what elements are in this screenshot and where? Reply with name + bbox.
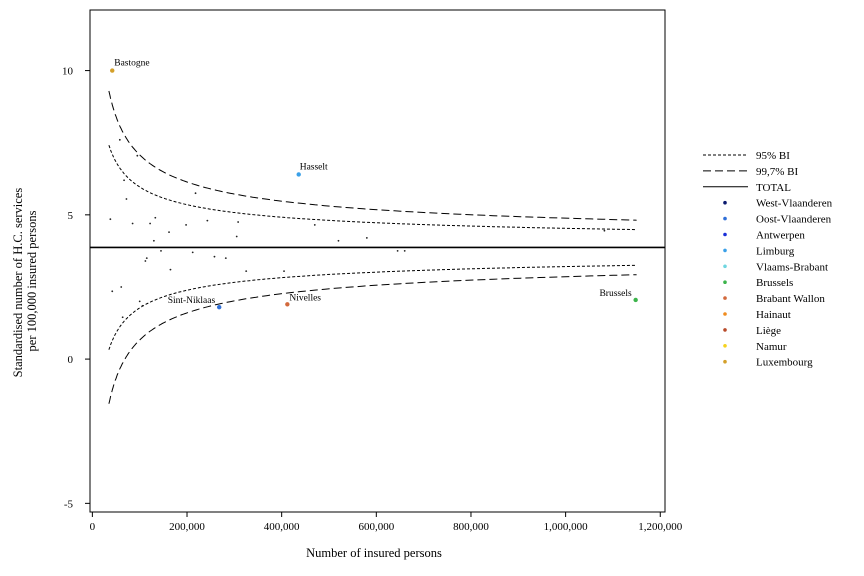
legend-label: Oost-Vlaanderen xyxy=(756,214,832,226)
data-point xyxy=(283,270,285,272)
data-point xyxy=(123,179,125,182)
legend-label: Brabant Wallon xyxy=(756,293,825,305)
data-points: Bastogne Hasselt Sint-Niklaas Nivelles Bruss… xyxy=(109,59,638,319)
x-tick-label: 600,000 xyxy=(358,521,394,533)
legend-label: Liège xyxy=(756,325,781,337)
x-tick-label: 1,000,000 xyxy=(544,521,589,533)
data-point xyxy=(120,286,123,288)
bi95-lower-line xyxy=(108,264,637,350)
y-axis: 10 5 0 -5 xyxy=(62,66,90,510)
data-point xyxy=(213,255,216,258)
data-point xyxy=(144,260,147,262)
point-label: Brussels xyxy=(599,289,632,299)
bi997-upper-line xyxy=(108,90,637,221)
point-label: Nivelles xyxy=(289,293,321,303)
x-axis: 0 200,000 400,000 600,000 800,000 1,000,000 1,… xyxy=(90,512,683,533)
labeled-point xyxy=(110,68,115,73)
legend-dot-swatch xyxy=(723,280,727,285)
data-point xyxy=(154,216,157,219)
data-point xyxy=(131,222,134,225)
data-point xyxy=(121,316,124,319)
x-tick-label: 200,000 xyxy=(169,521,205,533)
legend-dot-swatch xyxy=(723,248,727,253)
data-point xyxy=(111,290,114,293)
data-point xyxy=(138,300,141,303)
legend-dot-swatch xyxy=(723,264,727,269)
data-point xyxy=(313,224,316,226)
confidence-bands xyxy=(90,90,665,404)
labeled-point xyxy=(285,302,290,307)
legend-label: TOTAL xyxy=(756,182,791,194)
data-point xyxy=(125,198,128,200)
legend-label: Antwerpen xyxy=(756,230,805,242)
y-tick-label: 0 xyxy=(68,354,74,366)
legend-dot-swatch xyxy=(723,328,727,332)
x-tick-label: 0 xyxy=(90,521,96,533)
legend-label: Vlaams-Brabant xyxy=(756,261,828,273)
legend-label: West-Vlaanderen xyxy=(756,198,833,210)
y-axis-title-line-1: Standardised number of H.C. services xyxy=(11,188,25,378)
legend-dot-swatch xyxy=(723,232,727,237)
legend-dot-swatch xyxy=(723,296,727,300)
data-point xyxy=(245,270,248,272)
labeled-point xyxy=(633,297,638,303)
data-point xyxy=(118,138,121,141)
legend-label: Namur xyxy=(756,341,787,353)
x-tick-label: 800,000 xyxy=(453,521,489,533)
legend-label: Luxembourg xyxy=(756,357,813,369)
data-point xyxy=(396,250,399,252)
data-point xyxy=(365,237,368,239)
legend-label: Limburg xyxy=(756,245,795,257)
y-tick-label: 5 xyxy=(68,210,74,222)
data-point xyxy=(149,222,152,225)
y-tick-label: 10 xyxy=(62,66,74,78)
data-point xyxy=(237,221,240,223)
data-point xyxy=(152,239,155,242)
legend-label: Hainaut xyxy=(756,309,791,321)
plot-frame xyxy=(89,9,666,513)
data-point xyxy=(169,268,172,271)
bi997-lower-line xyxy=(108,274,637,404)
data-point xyxy=(136,154,139,157)
point-label: Hasselt xyxy=(300,162,328,172)
legend-dot-swatch xyxy=(723,200,727,205)
legend-label: 99,7% BI xyxy=(756,166,799,178)
legend-dot-swatch xyxy=(723,312,727,316)
y-axis-title-line-2: per 100,000 insured persons xyxy=(25,210,39,351)
x-tick-label: 1,200,000 xyxy=(638,521,683,533)
data-point xyxy=(603,229,606,232)
data-point xyxy=(337,239,340,242)
data-point xyxy=(145,257,148,260)
data-point xyxy=(206,219,209,222)
legend: 95% BI 99,7% BI TOTAL West-Vlaanderen Oost-V… xyxy=(703,150,833,369)
data-point xyxy=(109,218,112,221)
data-point xyxy=(185,224,187,226)
data-point xyxy=(160,250,162,252)
data-point xyxy=(403,250,406,252)
data-point xyxy=(191,251,194,254)
data-point xyxy=(168,231,170,234)
y-tick-label: -5 xyxy=(64,498,74,510)
legend-label: 95% BI xyxy=(756,150,790,162)
point-label: Sint-Niklaas xyxy=(168,296,216,306)
x-tick-label: 400,000 xyxy=(264,521,300,533)
y-axis-title: Standardised number of H.C. services per… xyxy=(11,185,39,378)
legend-label: Brussels xyxy=(756,277,793,289)
legend-dot-swatch xyxy=(723,216,727,221)
data-point xyxy=(224,257,227,260)
data-point xyxy=(235,235,238,238)
x-axis-title: Number of insured persons xyxy=(306,546,442,560)
bi95-upper-line xyxy=(108,145,637,231)
labeled-point xyxy=(296,172,301,177)
data-point xyxy=(141,304,144,307)
legend-dot-swatch xyxy=(723,344,727,348)
labeled-point xyxy=(216,304,222,310)
data-point xyxy=(194,192,197,195)
legend-dot-swatch xyxy=(723,359,727,364)
point-label: Bastogne xyxy=(114,59,149,69)
